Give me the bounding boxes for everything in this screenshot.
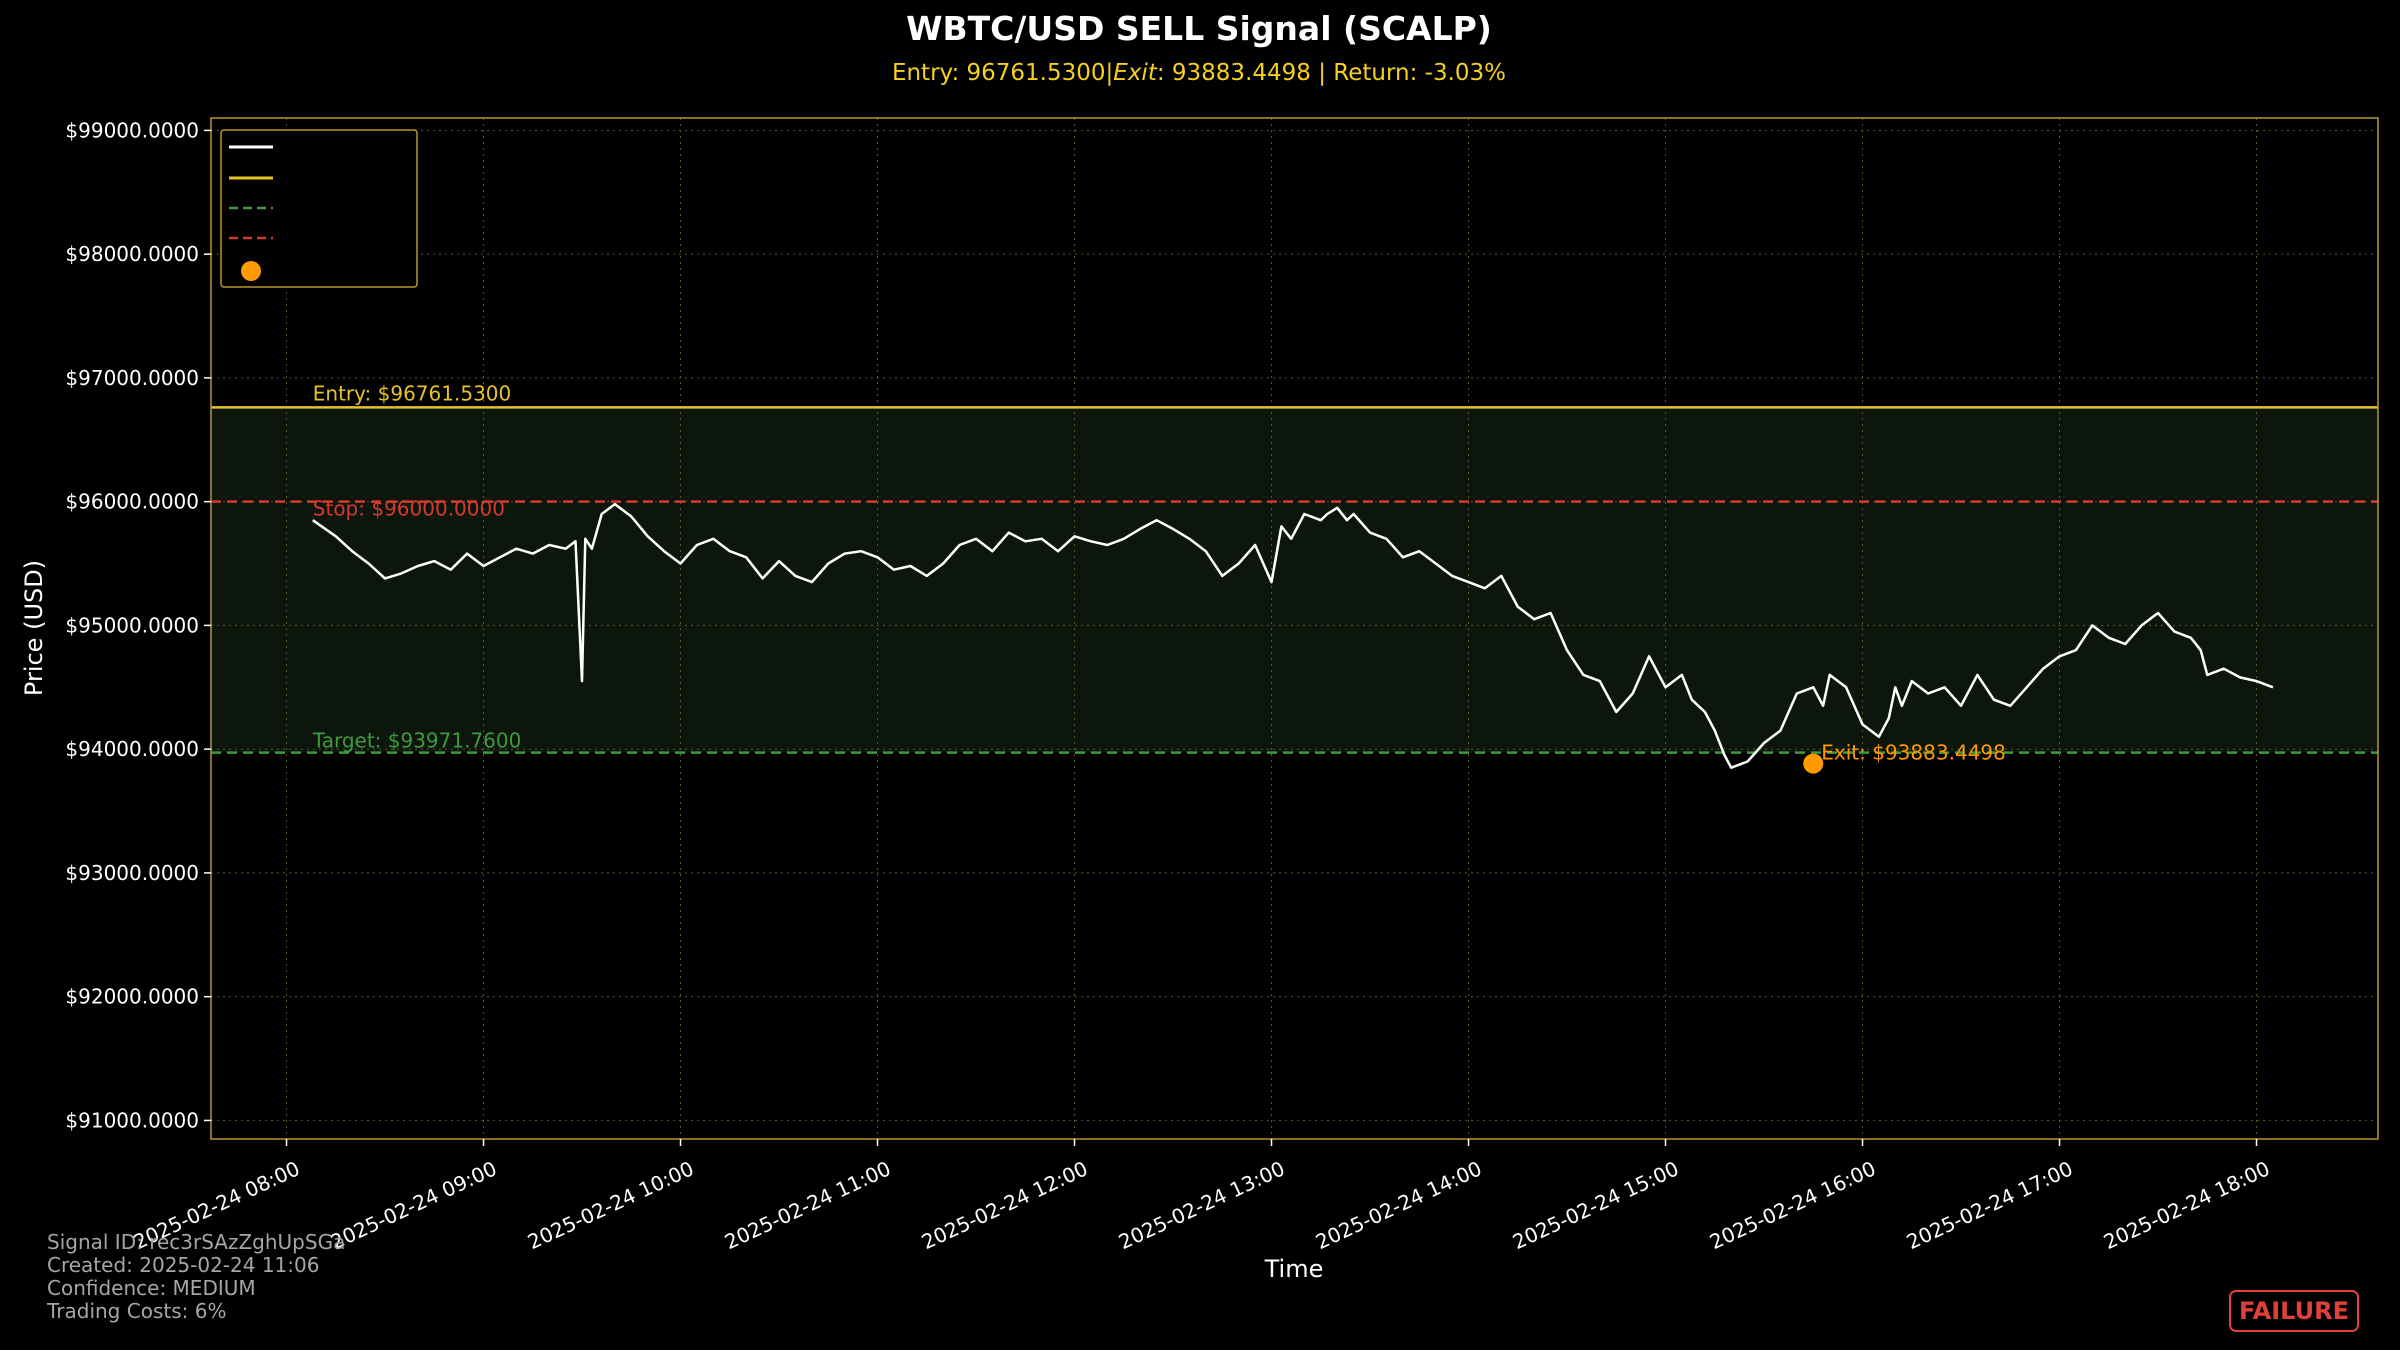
status-badge-text: FAILURE (2239, 1297, 2349, 1325)
x-tick-label: 2025-02-24 14:00 (1312, 1156, 1485, 1254)
y-tick-label: $93000.0000 (65, 861, 199, 885)
series-layer (312, 502, 2274, 769)
y-tick-label: $96000.0000 (65, 490, 199, 514)
entry-label: Entry: $96761.5300 (313, 381, 511, 405)
y-axis-ticks: $91000.0000 $92000.0000 $93000.0000 $94000.… (65, 118, 211, 1132)
legend-swatch-exit (241, 261, 261, 281)
y-tick-label: $98000.0000 (65, 242, 199, 266)
subtitle-entry: Entry: 96761.5300| (892, 60, 1113, 86)
shaded-band-layer (211, 407, 2378, 753)
price-line (312, 502, 2274, 769)
y-tick-label: $94000.0000 (65, 737, 199, 761)
y-tick-label: $92000.0000 (65, 985, 199, 1009)
subtitle-exit-label: Exit (1113, 60, 1158, 86)
y-axis-label: Price (USD) (20, 560, 48, 696)
level-lines-layer (211, 406, 2378, 754)
x-tick-label: 2025-02-24 11:00 (721, 1156, 894, 1254)
signal-id: Signal ID: rec3rSAzZghUpSGa (47, 1230, 345, 1254)
y-tick-label: $97000.0000 (65, 366, 199, 390)
confidence: Confidence: MEDIUM (47, 1276, 256, 1300)
x-tick-label: 2025-02-24 18:00 (2100, 1156, 2273, 1254)
status-badge: FAILURE (2229, 1290, 2359, 1332)
y-tick-label: $91000.0000 (65, 1108, 199, 1132)
axes-frame (210, 117, 2379, 1140)
x-axis-label: Time (1264, 1255, 1324, 1283)
shaded-band (211, 407, 2378, 753)
target-label: Target: $93971.7600 (312, 729, 522, 753)
x-tick-label: 2025-02-24 10:00 (524, 1156, 697, 1254)
legend-box (220, 129, 418, 288)
x-tick-label: 2025-02-24 13:00 (1115, 1156, 1288, 1254)
chart-title: WBTC/USD SELL Signal (SCALP) (906, 9, 1492, 48)
chart-subtitle: Entry: 96761.5300|Exit: 93883.4498 | Ret… (892, 60, 1506, 86)
x-tick-label: 2025-02-24 17:00 (1903, 1156, 2076, 1254)
exit-label: Exit: $93883.4498 (1821, 741, 2006, 765)
subtitle-exit-value: : 93883.4498 | Return: -3.03% (1157, 60, 1506, 86)
x-axis-ticks: 2025-02-24 08:00 2025-02-24 09:00 2025-02-… (130, 1139, 2273, 1254)
exit-point (1803, 753, 1824, 774)
status-badge-frame (2229, 1290, 2359, 1332)
x-tick-label: 2025-02-24 12:00 (918, 1156, 1091, 1254)
y-tick-label: $95000.0000 (65, 613, 199, 637)
stop-label: Stop: $96000.0000 (313, 497, 505, 521)
signal-meta: Signal ID: rec3rSAzZghUpSGa Created: 202… (46, 1230, 345, 1323)
created-date: Created: 2025-02-24 11:06 (47, 1253, 319, 1277)
y-tick-label: $99000.0000 (65, 118, 199, 142)
x-tick-label: 2025-02-24 09:00 (327, 1156, 500, 1254)
marker-layer (1803, 753, 1824, 774)
trading-costs: Trading Costs: 6% (46, 1299, 226, 1323)
grid-layer (211, 118, 2378, 1139)
annotation-layer: Entry: $96761.5300 Stop: $96000.0000 Targe… (312, 381, 2006, 764)
legend (220, 129, 418, 288)
x-tick-label: 2025-02-24 15:00 (1509, 1156, 1682, 1254)
x-tick-label: 2025-02-24 16:00 (1706, 1156, 1879, 1254)
